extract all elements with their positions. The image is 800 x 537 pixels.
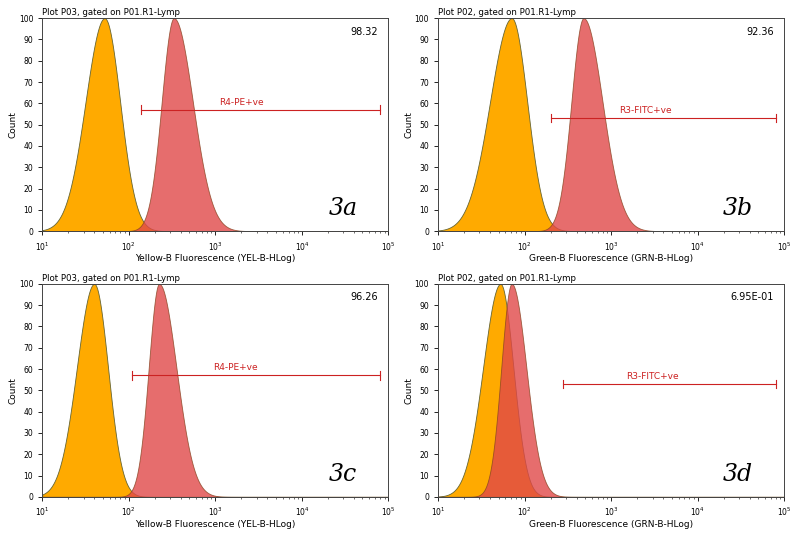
Text: 3d: 3d	[723, 463, 753, 486]
Text: R4-PE+ve: R4-PE+ve	[219, 98, 263, 106]
Text: Plot P02, gated on P01.R1-Lymp: Plot P02, gated on P01.R1-Lymp	[438, 9, 576, 17]
Text: 6.95E-01: 6.95E-01	[730, 292, 774, 302]
Y-axis label: Count: Count	[8, 377, 18, 404]
Text: R4-PE+ve: R4-PE+ve	[214, 363, 258, 372]
Text: 3a: 3a	[328, 198, 358, 221]
Text: Plot P03, gated on P01.R1-Lymp: Plot P03, gated on P01.R1-Lymp	[42, 9, 180, 17]
Y-axis label: Count: Count	[404, 111, 413, 138]
X-axis label: Yellow-B Fluorescence (YEL-B-HLog): Yellow-B Fluorescence (YEL-B-HLog)	[135, 254, 295, 263]
Text: 3b: 3b	[723, 198, 753, 221]
Text: 92.36: 92.36	[746, 27, 774, 37]
Text: R3-FITC+ve: R3-FITC+ve	[619, 106, 671, 115]
X-axis label: Yellow-B Fluorescence (YEL-B-HLog): Yellow-B Fluorescence (YEL-B-HLog)	[135, 520, 295, 528]
Text: 3c: 3c	[329, 463, 358, 486]
Y-axis label: Count: Count	[404, 377, 413, 404]
Text: Plot P02, gated on P01.R1-Lymp: Plot P02, gated on P01.R1-Lymp	[438, 274, 576, 283]
Text: 96.26: 96.26	[350, 292, 378, 302]
Text: R3-FITC+ve: R3-FITC+ve	[626, 372, 678, 381]
Y-axis label: Count: Count	[8, 111, 18, 138]
X-axis label: Green-B Fluorescence (GRN-B-HLog): Green-B Fluorescence (GRN-B-HLog)	[529, 520, 694, 528]
Text: Plot P03, gated on P01.R1-Lymp: Plot P03, gated on P01.R1-Lymp	[42, 274, 180, 283]
Text: 98.32: 98.32	[350, 27, 378, 37]
X-axis label: Green-B Fluorescence (GRN-B-HLog): Green-B Fluorescence (GRN-B-HLog)	[529, 254, 694, 263]
